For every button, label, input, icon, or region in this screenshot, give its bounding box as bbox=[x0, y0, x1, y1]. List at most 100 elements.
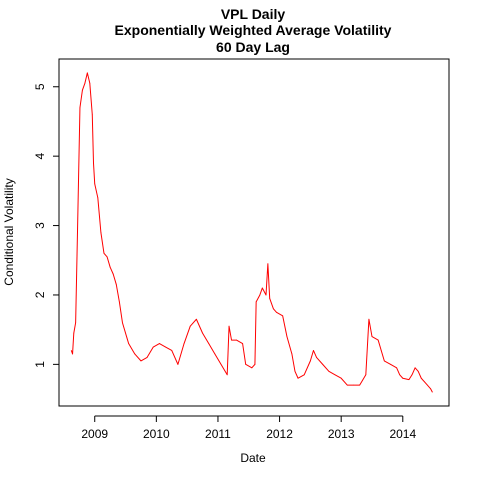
data-point bbox=[417, 370, 419, 372]
data-point bbox=[146, 357, 148, 358]
data-point bbox=[128, 343, 130, 344]
data-point bbox=[106, 256, 108, 258]
data-point bbox=[353, 384, 354, 386]
data-point bbox=[189, 325, 191, 327]
data-point bbox=[402, 377, 404, 379]
series-layer bbox=[70, 72, 433, 393]
data-point bbox=[171, 350, 173, 351]
data-point bbox=[316, 357, 317, 358]
data-point bbox=[82, 89, 83, 91]
data-point bbox=[220, 363, 222, 365]
data-point bbox=[94, 183, 96, 185]
x-tick-label: 2010 bbox=[143, 427, 170, 441]
data-point bbox=[291, 353, 293, 355]
data-point bbox=[254, 363, 256, 365]
data-point bbox=[100, 232, 102, 233]
data-point bbox=[140, 360, 142, 362]
y-tick-label: 1 bbox=[33, 361, 47, 368]
data-point bbox=[195, 318, 197, 320]
data-point bbox=[134, 353, 136, 355]
data-point bbox=[267, 263, 269, 265]
data-point bbox=[390, 363, 391, 365]
y-axis-label: Conditional Volatility bbox=[2, 178, 16, 285]
data-point bbox=[423, 381, 425, 383]
chart-subtitle-line-1: Exponentially Weighted Average Volatilit… bbox=[115, 22, 392, 38]
series-line bbox=[70, 72, 433, 393]
data-point bbox=[177, 363, 179, 365]
data-point bbox=[297, 377, 299, 379]
data-point bbox=[265, 294, 267, 296]
data-point bbox=[431, 391, 433, 393]
data-point bbox=[282, 315, 284, 317]
x-axis-label: Date bbox=[240, 451, 266, 465]
chart-title: VPL Daily bbox=[221, 6, 286, 22]
x-tick-label: 2014 bbox=[389, 427, 416, 441]
data-point bbox=[294, 370, 296, 372]
data-point bbox=[159, 343, 160, 344]
data-point bbox=[303, 374, 305, 376]
data-point bbox=[75, 322, 77, 324]
data-point bbox=[122, 322, 123, 324]
data-point bbox=[73, 332, 75, 334]
data-point bbox=[70, 350, 72, 351]
data-point bbox=[84, 82, 86, 84]
x-tick-label: 2013 bbox=[328, 427, 355, 441]
data-point bbox=[359, 384, 361, 386]
data-point bbox=[103, 252, 105, 254]
data-point bbox=[313, 350, 314, 351]
data-point bbox=[365, 374, 367, 376]
data-point bbox=[427, 384, 428, 386]
data-point bbox=[112, 273, 114, 275]
data-point bbox=[383, 360, 385, 362]
data-point bbox=[79, 107, 81, 108]
data-point bbox=[242, 343, 244, 344]
data-point bbox=[346, 384, 348, 386]
data-point bbox=[77, 232, 78, 233]
data-point bbox=[89, 82, 91, 84]
data-point bbox=[245, 363, 247, 365]
data-point bbox=[309, 360, 311, 362]
data-point bbox=[420, 377, 422, 379]
data-point bbox=[183, 343, 185, 344]
y-tick-label: 2 bbox=[33, 291, 47, 298]
data-point bbox=[261, 287, 263, 289]
data-point bbox=[269, 298, 271, 299]
data-point bbox=[371, 336, 373, 337]
data-point bbox=[231, 339, 232, 341]
data-point bbox=[377, 339, 379, 341]
data-point bbox=[251, 367, 253, 369]
data-point bbox=[91, 114, 93, 115]
y-axis: 1 2 3 4 5 bbox=[33, 83, 60, 368]
data-point bbox=[152, 346, 154, 348]
data-point bbox=[202, 332, 203, 334]
data-point bbox=[97, 197, 99, 199]
data-point bbox=[72, 353, 73, 355]
data-point bbox=[273, 308, 274, 310]
data-point bbox=[208, 343, 210, 344]
data-point bbox=[236, 339, 237, 341]
data-point bbox=[322, 363, 324, 365]
data-point bbox=[368, 318, 370, 320]
data-point bbox=[286, 336, 288, 337]
data-point bbox=[276, 311, 277, 313]
y-tick-label: 5 bbox=[33, 83, 47, 90]
data-point bbox=[399, 374, 401, 376]
data-point bbox=[93, 162, 94, 164]
plot-frame bbox=[58, 58, 450, 407]
data-point bbox=[118, 301, 120, 303]
data-point bbox=[228, 325, 230, 327]
data-point bbox=[214, 353, 216, 355]
data-point bbox=[255, 301, 257, 303]
data-point bbox=[165, 346, 166, 348]
data-point bbox=[396, 367, 398, 369]
data-point bbox=[411, 374, 413, 376]
data-point bbox=[380, 350, 382, 351]
data-point bbox=[430, 388, 431, 390]
data-point bbox=[115, 284, 117, 285]
data-point bbox=[226, 374, 228, 376]
data-point bbox=[340, 377, 342, 379]
x-tick-label: 2012 bbox=[266, 427, 293, 441]
x-tick-label: 2009 bbox=[81, 427, 108, 441]
data-point bbox=[109, 266, 111, 268]
